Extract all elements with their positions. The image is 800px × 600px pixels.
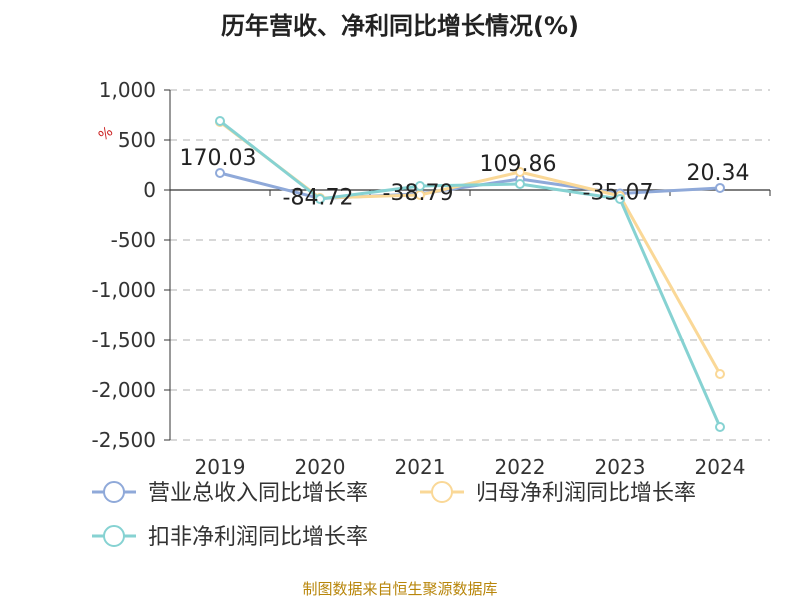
data-label: 20.34 [687,161,750,186]
legend-marker [103,525,125,547]
y-tick-label: 0 [143,178,156,202]
y-tick-label: 500 [118,128,156,152]
data-label: -35.07 [583,181,654,206]
x-tick-label: 2022 [495,455,546,479]
y-tick-label: -2,000 [92,378,156,402]
y-tick-label: -500 [111,228,156,252]
x-tick-label: 2021 [395,455,446,479]
legend-marker [431,481,453,503]
data-point [515,167,525,177]
data-point [515,179,525,189]
y-axis-unit-label: % [96,124,116,145]
data-point [715,369,725,379]
x-tick-label: 2024 [695,455,746,479]
data-label: 109.86 [480,152,557,177]
data-source-note: 制图数据来自恒生聚源数据库 [302,580,498,598]
data-point [615,194,625,204]
data-label: 170.03 [180,146,257,171]
y-tick-label: 1,000 [99,78,156,102]
x-tick-label: 2023 [595,455,646,479]
legend-label: 营业总收入同比增长率 [148,481,368,506]
data-label: -84.72 [283,185,354,210]
legend-label: 归母净利润同比增长率 [476,481,696,506]
data-point [415,181,425,191]
y-tick-label: -2,500 [92,428,156,452]
data-label: -38.79 [383,181,454,206]
data-point [715,422,725,432]
series-line-3 [219,119,722,428]
data-point [215,116,225,126]
series-line-2 [219,120,722,375]
y-tick-label: -1,500 [92,328,156,352]
data-point [215,167,225,178]
legend-label: 扣非净利润同比增长率 [148,525,368,550]
x-tick-label: 2019 [195,455,246,479]
y-tick-label: -1,000 [92,278,156,302]
chart-title: 历年营收、净利同比增长情况(%) [221,12,579,40]
legend-marker [103,481,125,503]
x-tick-label: 2020 [295,455,346,479]
data-point [715,182,725,193]
data-point [315,194,325,204]
